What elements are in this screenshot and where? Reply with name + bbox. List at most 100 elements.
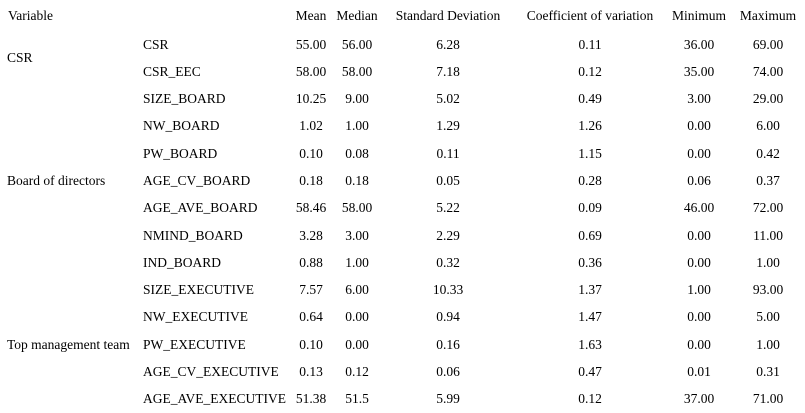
- max-cell: 29.00: [752, 91, 784, 107]
- table-row: NW_BOARD 1.02 1.00 1.29 1.26 0.00 6.00: [0, 113, 805, 140]
- max-cell: 0.42: [756, 145, 780, 161]
- cv-cell: 0.11: [578, 36, 602, 52]
- sd-cell: 5.22: [436, 200, 460, 216]
- mean-cell: 0.64: [299, 309, 323, 325]
- median-cell: 56.00: [341, 36, 373, 52]
- variable-name-cell: AGE_CV_EXECUTIVE: [143, 364, 279, 380]
- mean-cell: 1.02: [299, 118, 323, 134]
- cv-cell: 0.47: [578, 364, 602, 380]
- median-cell: 58.00: [341, 63, 373, 79]
- mean-cell: 51.38: [295, 391, 327, 407]
- table-row: AGE_CV_EXECUTIVE 0.13 0.12 0.06 0.47 0.0…: [0, 358, 805, 385]
- mean-cell: 10.25: [295, 91, 327, 107]
- variable-name-cell: AGE_CV_BOARD: [143, 173, 251, 189]
- table-row: AGE_CV_BOARD 0.18 0.18 0.05 0.28 0.06 0.…: [0, 167, 805, 194]
- min-cell: 36.00: [683, 36, 715, 52]
- max-cell: 0.31: [756, 364, 780, 380]
- variable-name-cell: AGE_AVE_BOARD: [143, 200, 258, 216]
- cv-cell: 0.09: [578, 200, 602, 216]
- sd-cell: 2.29: [436, 227, 460, 243]
- max-cell: 74.00: [752, 63, 784, 79]
- sd-cell: 0.16: [436, 336, 460, 352]
- max-cell: 6.00: [756, 118, 780, 134]
- max-cell: 69.00: [752, 36, 784, 52]
- cv-cell: 1.63: [578, 336, 602, 352]
- sd-cell: 5.02: [436, 91, 460, 107]
- table-row: AGE_AVE_EXECUTIVE 51.38 51.5 5.99 0.12 3…: [0, 386, 805, 413]
- table-row: PW_EXECUTIVE 0.10 0.00 0.16 1.63 0.00 1.…: [0, 331, 805, 358]
- sd-cell: 7.18: [436, 63, 460, 79]
- variable-name-cell: PW_BOARD: [143, 145, 218, 161]
- variable-name-cell: PW_EXECUTIVE: [143, 336, 246, 352]
- median-cell: 0.00: [345, 336, 369, 352]
- cv-cell: 0.12: [578, 63, 602, 79]
- group-label-top-management-team: Top management team: [7, 336, 130, 352]
- sd-cell: 1.29: [436, 118, 460, 134]
- min-cell: 1.00: [687, 282, 711, 298]
- mean-cell: 0.13: [299, 364, 323, 380]
- column-header-variable: Variable: [8, 7, 53, 23]
- min-cell: 0.06: [687, 173, 711, 189]
- column-header-maximum: Maximum: [739, 7, 797, 23]
- sd-cell: 0.94: [436, 309, 460, 325]
- median-cell: 0.00: [345, 309, 369, 325]
- table-row: CSR_EEC 58.00 58.00 7.18 0.12 35.00 74.0…: [0, 58, 805, 85]
- cv-cell: 0.69: [578, 227, 602, 243]
- median-cell: 0.18: [345, 173, 369, 189]
- column-header-minimum: Minimum: [672, 7, 727, 23]
- table-row: PW_BOARD 0.10 0.08 0.11 1.15 0.00 0.42: [0, 140, 805, 167]
- median-cell: 51.5: [345, 391, 369, 407]
- table-row: NW_EXECUTIVE 0.64 0.00 0.94 1.47 0.00 5.…: [0, 304, 805, 331]
- min-cell: 0.01: [687, 364, 711, 380]
- cv-cell: 0.28: [578, 173, 602, 189]
- sd-cell: 0.05: [436, 173, 460, 189]
- table-row: IND_BOARD 0.88 1.00 0.32 0.36 0.00 1.00: [0, 249, 805, 276]
- cv-cell: 1.15: [578, 145, 602, 161]
- min-cell: 0.00: [687, 118, 711, 134]
- table-row: AGE_AVE_BOARD 58.46 58.00 5.22 0.09 46.0…: [0, 195, 805, 222]
- min-cell: 0.00: [687, 145, 711, 161]
- variable-name-cell: NMIND_BOARD: [143, 227, 243, 243]
- variable-name-cell: SIZE_BOARD: [143, 91, 226, 107]
- mean-cell: 0.10: [299, 336, 323, 352]
- median-cell: 1.00: [345, 118, 369, 134]
- variable-name-cell: IND_BOARD: [143, 254, 222, 270]
- mean-cell: 58.46: [295, 200, 327, 216]
- min-cell: 35.00: [683, 63, 715, 79]
- variable-name-cell: CSR_EEC: [143, 63, 201, 79]
- cv-cell: 0.12: [578, 391, 602, 407]
- min-cell: 46.00: [683, 200, 715, 216]
- header-row: Variable Mean Median Standard Deviation …: [0, 0, 805, 31]
- max-cell: 1.00: [756, 254, 780, 270]
- min-cell: 0.00: [687, 227, 711, 243]
- table-row: CSR CSR 55.00 56.00 6.28 0.11 36.00 69.0…: [0, 31, 805, 66]
- variable-name-cell: NW_BOARD: [143, 118, 220, 134]
- min-cell: 0.00: [687, 309, 711, 325]
- median-cell: 6.00: [345, 282, 369, 298]
- median-cell: 0.08: [345, 145, 369, 161]
- column-header-mean: Mean: [295, 7, 327, 23]
- median-cell: 0.12: [345, 364, 369, 380]
- mean-cell: 7.57: [299, 282, 323, 298]
- min-cell: 0.00: [687, 336, 711, 352]
- cv-cell: 0.49: [578, 91, 602, 107]
- variable-name-cell: CSR: [143, 36, 169, 52]
- table-row: Board of directors SIZE_BOARD 10.25 9.00…: [0, 86, 805, 188]
- median-cell: 3.00: [345, 227, 369, 243]
- median-cell: 58.00: [341, 200, 373, 216]
- mean-cell: 0.18: [299, 173, 323, 189]
- table-row: Top management team SIZE_EXECUTIVE 7.57 …: [0, 277, 805, 352]
- median-cell: 9.00: [345, 91, 369, 107]
- column-header-standard-deviation: Standard Deviation: [395, 7, 501, 23]
- max-cell: 1.00: [756, 336, 780, 352]
- mean-cell: 0.88: [299, 254, 323, 270]
- sd-cell: 0.06: [436, 364, 460, 380]
- mean-cell: 55.00: [295, 36, 327, 52]
- cv-cell: 0.36: [578, 254, 602, 270]
- max-cell: 5.00: [756, 309, 780, 325]
- sd-cell: 0.32: [436, 254, 460, 270]
- max-cell: 0.37: [756, 173, 780, 189]
- variable-name-cell: NW_EXECUTIVE: [143, 309, 248, 325]
- variable-name-cell: SIZE_EXECUTIVE: [143, 282, 254, 298]
